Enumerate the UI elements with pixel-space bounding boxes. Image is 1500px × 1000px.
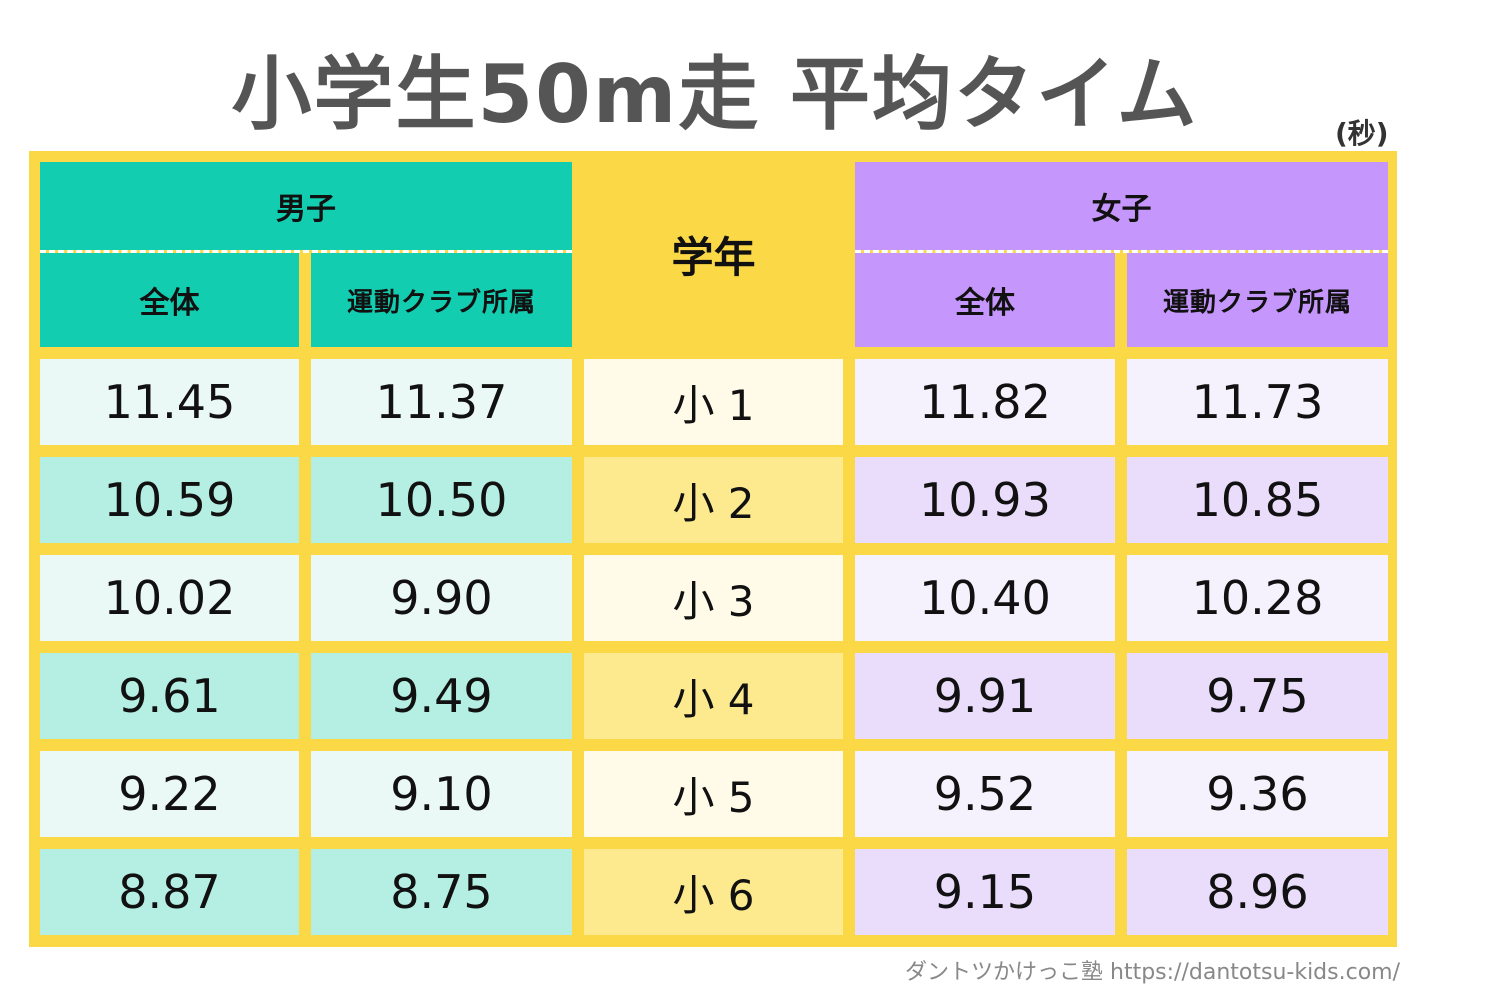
- boys-club-cell: 9.90: [311, 555, 572, 641]
- boys-club-cell: 8.75: [311, 849, 572, 935]
- girls-club-cell: 11.73: [1127, 359, 1388, 445]
- source-credit: ダントツかけっこ塾 https://dantotsu-kids.com/: [905, 960, 1400, 985]
- grade-cell: 小 5: [584, 751, 843, 837]
- grade-cell: 小 4: [584, 653, 843, 739]
- girls-header-divider: [855, 250, 1388, 253]
- boys-overall-cell: 10.02: [40, 555, 299, 641]
- boys-header: 男子: [40, 162, 572, 250]
- boys-overall-cell: 9.61: [40, 653, 299, 739]
- girls-overall-cell: 10.40: [855, 555, 1115, 641]
- girls-overall-cell: 11.82: [855, 359, 1115, 445]
- boys-overall-cell: 10.59: [40, 457, 299, 543]
- boys-header-divider: [40, 250, 572, 253]
- girls-overall-header: 全体: [855, 253, 1115, 347]
- girls-club-cell: 8.96: [1127, 849, 1388, 935]
- girls-club-header: 運動クラブ所属: [1127, 253, 1388, 347]
- boys-overall-cell: 8.87: [40, 849, 299, 935]
- girls-overall-cell: 9.52: [855, 751, 1115, 837]
- grade-header: 学年: [584, 162, 843, 347]
- boys-overall-cell: 11.45: [40, 359, 299, 445]
- girls-overall-cell: 9.15: [855, 849, 1115, 935]
- boys-club-cell: 9.49: [311, 653, 572, 739]
- unit-label: (秒): [1335, 117, 1389, 150]
- boys-overall-cell: 9.22: [40, 751, 299, 837]
- boys-club-header: 運動クラブ所属: [311, 253, 572, 347]
- boys-club-cell: 11.37: [311, 359, 572, 445]
- girls-club-cell: 9.75: [1127, 653, 1388, 739]
- girls-club-cell: 10.85: [1127, 457, 1388, 543]
- grade-cell: 小 6: [584, 849, 843, 935]
- girls-overall-cell: 10.93: [855, 457, 1115, 543]
- girls-club-cell: 9.36: [1127, 751, 1388, 837]
- grade-cell: 小 3: [584, 555, 843, 641]
- boys-overall-header: 全体: [40, 253, 299, 347]
- chart-title: 小学生50m走 平均タイム: [231, 48, 1199, 141]
- grade-cell: 小 1: [584, 359, 843, 445]
- girls-header: 女子: [855, 162, 1388, 250]
- girls-overall-cell: 9.91: [855, 653, 1115, 739]
- boys-club-cell: 9.10: [311, 751, 572, 837]
- girls-club-cell: 10.28: [1127, 555, 1388, 641]
- grade-cell: 小 2: [584, 457, 843, 543]
- boys-club-cell: 10.50: [311, 457, 572, 543]
